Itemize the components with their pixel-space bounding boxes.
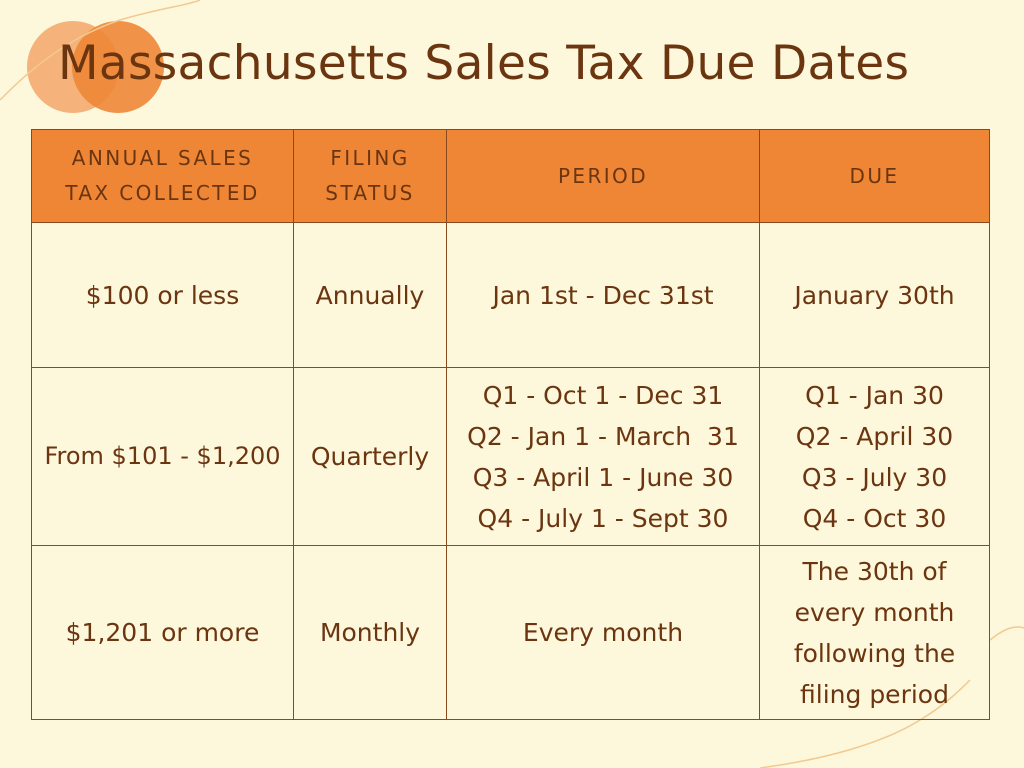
- header-annual-sales-tax: ANNUAL SALES TAX COLLECTED: [31, 129, 294, 223]
- table-row: From $101 - $1,200 Quarterly Q1 - Oct 1 …: [31, 367, 990, 546]
- decorative-curve-top-left: [0, 0, 201, 101]
- header-due: DUE: [759, 129, 990, 223]
- period-line: Every month: [522, 618, 684, 647]
- cell-period: Jan 1st - Dec 31st: [446, 222, 760, 368]
- table-row: $1,201 or more Monthly Every month The 3…: [31, 545, 990, 720]
- cell-sales: $100 or less: [31, 222, 294, 368]
- tax-due-table: ANNUAL SALES TAX COLLECTED FILING STATUS…: [31, 129, 990, 720]
- table-row: $100 or less Annually Jan 1st - Dec 31st…: [31, 222, 990, 368]
- cell-due: The 30th of every month following the fi…: [759, 545, 990, 720]
- cell-sales: $1,201 or more: [31, 545, 294, 720]
- header-filing-status: FILING STATUS: [293, 129, 447, 223]
- cell-status: Annually: [293, 222, 447, 368]
- period-line: Jan 1st - Dec 31st: [492, 280, 714, 310]
- cell-status: Monthly: [293, 545, 447, 720]
- due-line-q4: Q4 - Oct 30: [802, 503, 947, 533]
- period-line-q4: Q4 - July 1 - Sept 30: [477, 503, 729, 533]
- cell-period: Every month: [446, 545, 760, 720]
- due-line-q3: Q3 - July 30: [801, 462, 948, 492]
- cell-due: January 30th: [759, 222, 990, 368]
- header-period: PERIOD: [446, 129, 760, 223]
- decorative-circle-dark: [72, 21, 164, 113]
- cell-sales: From $101 - $1,200: [31, 367, 294, 546]
- page-title: Massachusetts Sales Tax Due Dates: [58, 36, 910, 91]
- cell-status: Quarterly: [293, 367, 447, 546]
- decorative-curve-right: [989, 626, 1024, 641]
- due-line-q2: Q2 - April 30: [795, 421, 954, 451]
- period-line-q3: Q3 - April 1 - June 30: [472, 462, 734, 492]
- period-line-q2: Q2 - Jan 1 - March 31: [467, 421, 739, 451]
- due-line: The 30th of every month following the fi…: [793, 556, 956, 709]
- cell-due: Q1 - Jan 30 Q2 - April 30 Q3 - July 30 Q…: [759, 367, 990, 546]
- due-line-q1: Q1 - Jan 30: [805, 380, 944, 410]
- period-line-q1: Q1 - Oct 1 - Dec 31: [482, 380, 724, 410]
- table-header-row: ANNUAL SALES TAX COLLECTED FILING STATUS…: [31, 129, 990, 223]
- cell-period: Q1 - Oct 1 - Dec 31 Q2 - Jan 1 - March 3…: [446, 367, 760, 546]
- due-line: January 30th: [794, 280, 955, 310]
